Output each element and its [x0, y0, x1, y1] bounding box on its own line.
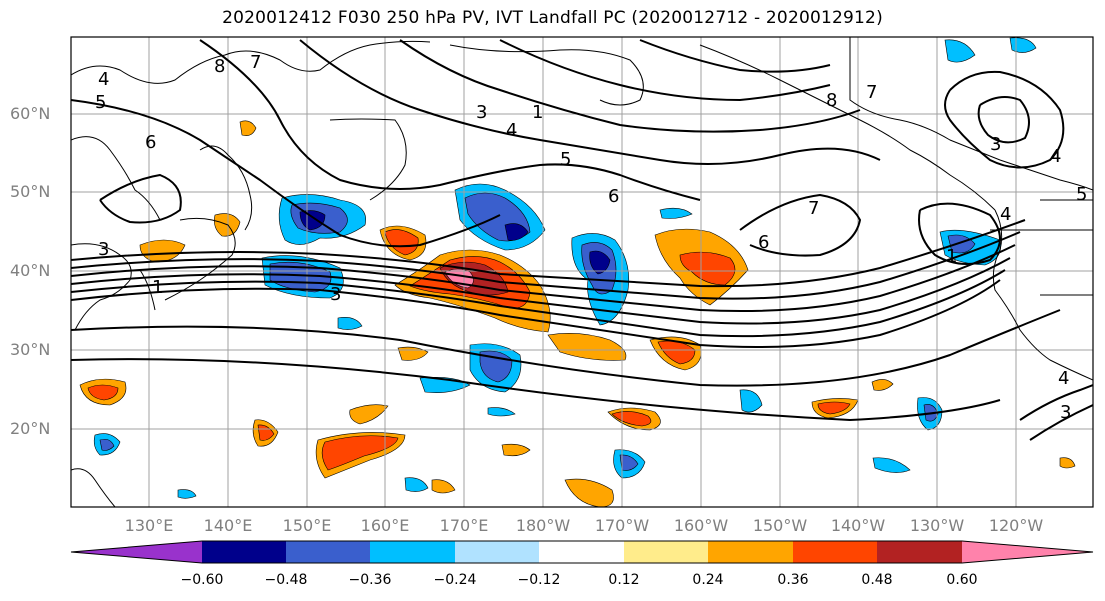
- colorbar-segment: [202, 541, 287, 563]
- positive-anomaly-fill: [79, 120, 1076, 507]
- lon-label: 170°W: [594, 516, 650, 535]
- contour-label: 4: [98, 69, 109, 90]
- colorbar: [70, 540, 1094, 564]
- lon-label: 160°E: [360, 516, 410, 535]
- colorbar-segment: [793, 541, 878, 563]
- colorbar-segment: [539, 541, 625, 563]
- graticule: [71, 37, 1093, 507]
- contour-label: 5: [95, 92, 106, 113]
- colorbar-tick-label: 0.48: [861, 572, 893, 588]
- colorbar-tick-label: −0.24: [433, 572, 477, 588]
- contour-label: 6: [608, 186, 619, 207]
- contour-label: 7: [250, 52, 261, 73]
- contour-lines: [71, 39, 1093, 441]
- lon-label: 130°E: [124, 516, 174, 535]
- contour-label: 3: [476, 102, 487, 123]
- contour-label: 3: [330, 284, 341, 305]
- contour-label: 1: [946, 246, 957, 267]
- contour-label: 7: [866, 82, 877, 103]
- contour-label: 6: [145, 132, 156, 153]
- lon-label: 150°W: [752, 516, 808, 535]
- contour-label: 8: [826, 90, 837, 111]
- colorbar-tick-label: −0.60: [180, 572, 224, 588]
- lon-label: 140°E: [203, 516, 253, 535]
- colorbar-tick-label: 0.24: [692, 572, 724, 588]
- coastlines: [71, 37, 1093, 507]
- contour-label: 5: [560, 149, 571, 170]
- contour-label: 4: [1000, 204, 1011, 225]
- lon-label: 130°W: [909, 516, 965, 535]
- colorbar-segment: [455, 541, 540, 563]
- colorbar-segment: [286, 541, 371, 563]
- map-plot-area: [71, 37, 1093, 507]
- colorbar-segment: [624, 541, 709, 563]
- contour-label: 1: [532, 102, 543, 123]
- map-title: 2020012412 F030 250 hPa PV, IVT Landfall…: [222, 8, 883, 28]
- contour-label: 3: [1060, 402, 1071, 423]
- contour-label: 1: [152, 277, 163, 298]
- colorbar-segment: [708, 541, 794, 563]
- colorbar-segment: [370, 541, 456, 563]
- contour-label: 8: [214, 56, 225, 77]
- lon-label: 180°W: [515, 516, 571, 535]
- contour-label: 6: [758, 232, 769, 253]
- colorbar-extend-low: [71, 541, 202, 563]
- colorbar-segment: [877, 541, 963, 563]
- colorbar-tick-label: 0.60: [946, 572, 978, 588]
- lon-label: 170°E: [439, 516, 489, 535]
- contour-label: 7: [808, 198, 819, 219]
- contour-label: 5: [1076, 184, 1087, 205]
- colorbar-tick-label: 0.36: [777, 572, 809, 588]
- lat-label: 40°N: [10, 261, 51, 280]
- contour-label: 4: [506, 120, 517, 141]
- contour-label-layer: 1 3 4 5 6 7 8 1 3 4 5 6 6 7 8 7 1 4 3 4 …: [95, 52, 1087, 423]
- colorbar-tick-label: −0.12: [517, 572, 561, 588]
- lat-label: 60°N: [10, 104, 51, 123]
- contour-label: 4: [1058, 368, 1069, 389]
- lat-label: 30°N: [10, 340, 51, 359]
- colorbar-tick-label: 0.12: [608, 572, 640, 588]
- lon-label: 120°W: [988, 516, 1044, 535]
- lon-label: 150°E: [282, 516, 332, 535]
- colorbar-extend-high: [962, 541, 1093, 563]
- lat-label: 20°N: [10, 419, 51, 438]
- map-frame: [70, 36, 1094, 508]
- negative-anomaly-fill: [93, 37, 1037, 499]
- contour-label: 3: [990, 134, 1001, 155]
- lon-label: 140°W: [830, 516, 886, 535]
- lat-label: 50°N: [10, 182, 51, 201]
- colorbar-tick-label: −0.36: [348, 572, 392, 588]
- contour-label: 4: [1050, 146, 1061, 167]
- lon-label: 160°W: [673, 516, 729, 535]
- contour-label: 3: [98, 239, 109, 260]
- colorbar-tick-label: −0.48: [264, 572, 308, 588]
